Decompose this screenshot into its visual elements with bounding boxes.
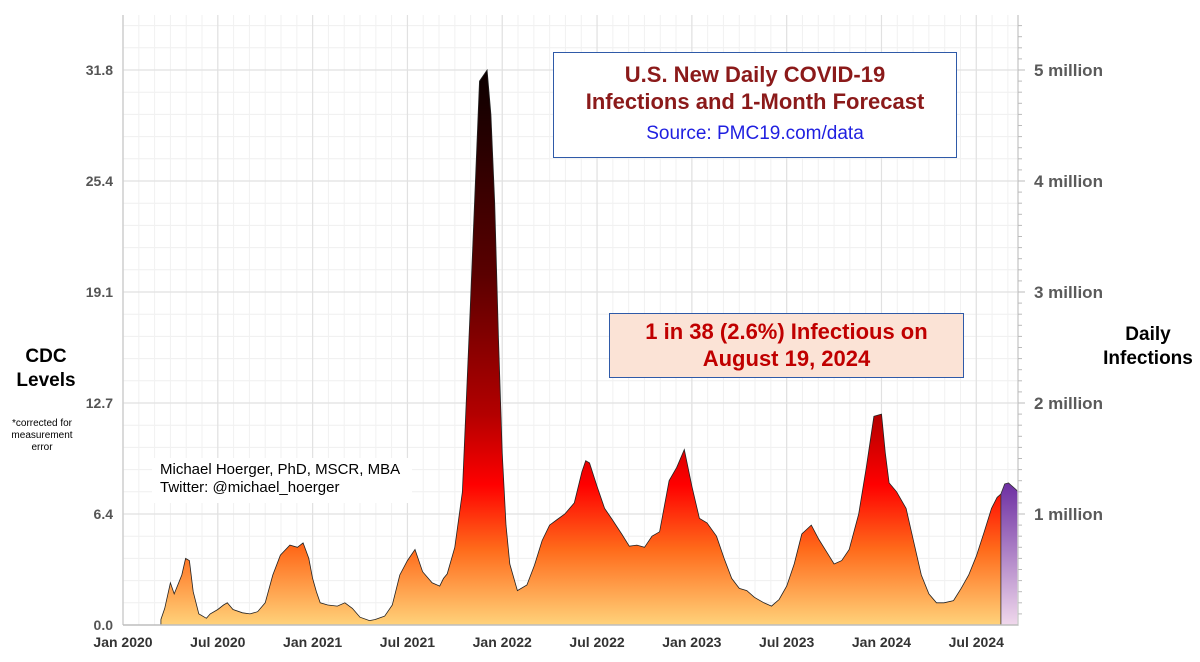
x-tick-label: Jul 2022	[569, 634, 624, 650]
left-tick-label: 12.7	[86, 395, 113, 411]
chart-title-line-1: U.S. New Daily COVID-19	[624, 62, 886, 87]
left-tick-label: 25.4	[86, 173, 113, 189]
x-tick-label: Jul 2020	[190, 634, 245, 650]
left-tick-label: 19.1	[86, 284, 113, 300]
x-tick-label: Jan 2021	[283, 634, 342, 650]
x-tick-label: Jan 2024	[852, 634, 911, 650]
axes	[122, 15, 1025, 626]
right-tick-label: 1 million	[1034, 505, 1103, 524]
left-axis-label: CDC Levels	[6, 345, 86, 393]
annotation-line-1: 1 in 38 (2.6%) Infectious on	[645, 319, 928, 344]
x-tick-label: Jan 2020	[93, 634, 152, 650]
x-tick-label: Jul 2021	[380, 634, 435, 650]
right-axis-label: Daily Infections	[1096, 323, 1200, 371]
author-twitter: Twitter: @michael_hoerger	[160, 479, 340, 496]
infectious-annotation: 1 in 38 (2.6%) Infectious on August 19, …	[609, 313, 964, 378]
x-axis-ticks: Jan 2020 Jul 2020 Jan 2021 Jul 2021 Jan 2022…	[93, 634, 1004, 650]
source-text: Source: PMC19.com/data	[646, 123, 864, 144]
author-credit: Michael Hoerger, PhD, MSCR, MBA Twitter:…	[152, 458, 412, 503]
left-axis-note: *corrected for measurement error	[0, 418, 84, 454]
right-axis-label-line-1: Daily	[1125, 324, 1171, 345]
right-tick-label: 5 million	[1034, 61, 1103, 80]
infections-area	[160, 68, 1002, 626]
x-tick-label: Jan 2022	[473, 634, 532, 650]
right-axis-label-line-2: Infections	[1103, 348, 1193, 369]
forecast-area	[1000, 482, 1019, 626]
x-tick-label: Jul 2024	[949, 634, 1004, 650]
title-box: U.S. New Daily COVID-19 Infections and 1…	[553, 52, 957, 158]
note-line-3: error	[31, 442, 53, 453]
right-tick-label: 2 million	[1034, 394, 1103, 413]
x-tick-label: Jul 2023	[759, 634, 814, 650]
right-tick-label: 3 million	[1034, 283, 1103, 302]
chart-title-line-2: Infections and 1-Month Forecast	[585, 89, 925, 114]
chart-areas	[160, 68, 1019, 626]
note-line-2: measurement	[11, 430, 73, 441]
left-axis-label-line-1: CDC	[25, 346, 67, 367]
right-axis-ticks: 1 million 2 million 3 million 4 million 5 mi…	[1034, 61, 1103, 524]
left-tick-label: 0.0	[94, 617, 114, 633]
left-axis-label-line-2: Levels	[16, 370, 76, 391]
author-name: Michael Hoerger, PhD, MSCR, MBA	[160, 461, 401, 478]
right-tick-label: 4 million	[1034, 172, 1103, 191]
x-tick-label: Jan 2023	[662, 634, 721, 650]
annotation-line-2: August 19, 2024	[702, 346, 871, 371]
left-tick-label: 31.8	[86, 62, 113, 78]
left-tick-label: 6.4	[94, 506, 114, 522]
note-line-1: *corrected for	[11, 418, 73, 429]
left-axis-ticks: 0.0 6.4 12.7 19.1 25.4 31.8	[86, 62, 113, 633]
